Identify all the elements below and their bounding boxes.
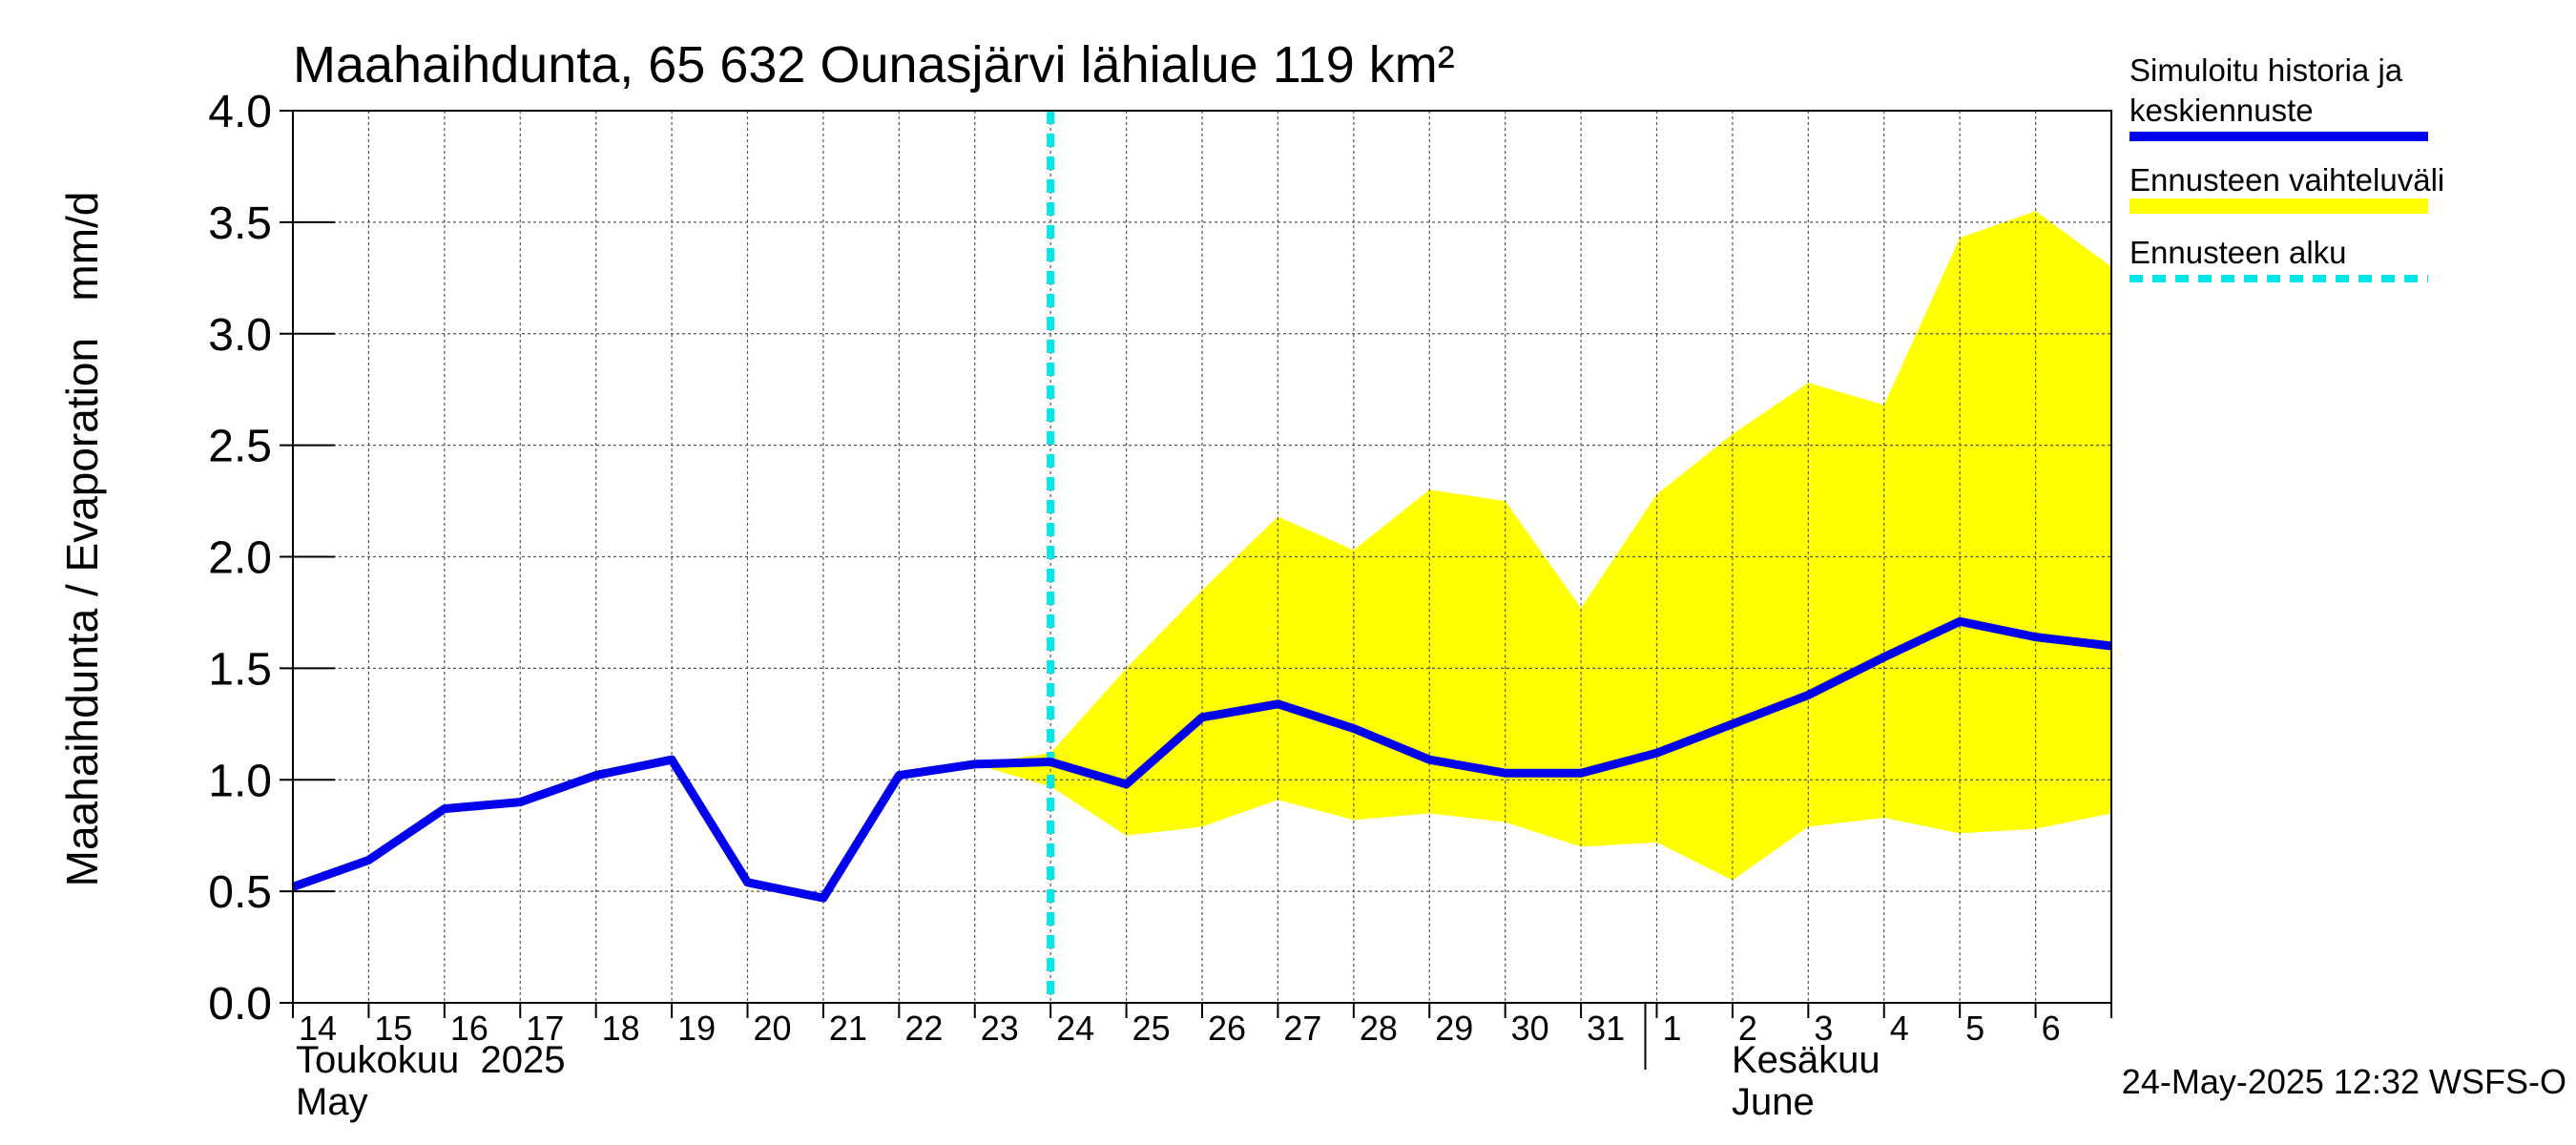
forecast-band-layer <box>974 211 2111 881</box>
x-tick-label: 1 <box>1663 1009 1682 1048</box>
x-tick-label: 20 <box>754 1009 792 1048</box>
x-tick-label: 27 <box>1283 1009 1321 1048</box>
y-tick-label: 4.0 <box>208 87 272 137</box>
x-tick-label: 29 <box>1435 1009 1473 1048</box>
y-tick-label: 0.5 <box>208 867 272 918</box>
footer-timestamp: 24-May-2025 12:32 WSFS-O <box>2122 1062 2566 1101</box>
month-label-june-en: June <box>1732 1081 1815 1123</box>
x-tick-label: 16 <box>450 1009 488 1048</box>
x-tick-label: 5 <box>1965 1009 1984 1048</box>
forecast-band <box>974 211 2111 881</box>
legend: Simuloitu historia ja keskiennuste Ennus… <box>2129 52 2444 282</box>
x-tick-label: 19 <box>677 1009 716 1048</box>
y-tick-label: 3.0 <box>208 310 272 361</box>
legend-label-band: Ennusteen vaihteluväli <box>2129 162 2444 198</box>
x-tick-label: 25 <box>1132 1009 1171 1048</box>
x-tick-label: 4 <box>1890 1009 1909 1048</box>
x-tick-label: 28 <box>1360 1009 1398 1048</box>
x-tick-label: 24 <box>1056 1009 1094 1048</box>
x-tick-label: 23 <box>981 1009 1019 1048</box>
chart-title: Maahaihdunta, 65 632 Ounasjärvi lähialue… <box>293 36 1455 94</box>
y-tick-label: 2.0 <box>208 533 272 584</box>
y-tick-label: 3.5 <box>208 198 272 249</box>
x-tick-label: 30 <box>1511 1009 1549 1048</box>
x-tick-label: 6 <box>2042 1009 2061 1048</box>
x-tick-label: 3 <box>1814 1009 1833 1048</box>
series-layer <box>291 616 2112 903</box>
x-tick-label: 14 <box>299 1009 337 1048</box>
month-label-may-fi: Toukokuu 2025 <box>296 1039 565 1081</box>
x-tick-label: 21 <box>829 1009 867 1048</box>
legend-label-history-1: Simuloitu historia ja <box>2129 52 2403 88</box>
x-axis: 14 15 16 17 18 19 20 21 22 23 24 25 26 27 28 29 30 31 1 2 3 4… <box>292 1003 2112 1070</box>
x-tick-label: 15 <box>374 1009 412 1048</box>
plot-area <box>291 110 2112 1004</box>
month-label-may-en: May <box>296 1081 368 1123</box>
x-tick-label: 22 <box>904 1009 943 1048</box>
legend-label-history-2: keskiennuste <box>2129 93 2314 128</box>
grid <box>293 111 2111 1003</box>
x-tick-label: 31 <box>1587 1009 1625 1048</box>
x-tick-label: 17 <box>526 1009 564 1048</box>
x-tick-label: 18 <box>602 1009 640 1048</box>
month-label-june-fi: Kesäkuu <box>1732 1039 1880 1081</box>
y-tick-label: 0.0 <box>208 979 272 1030</box>
legend-label-forecast-start: Ennusteen alku <box>2129 235 2347 270</box>
x-tick-label: 2 <box>1738 1009 1757 1048</box>
x-tick-label: 26 <box>1208 1009 1246 1048</box>
y-axis-label: Maahaihdunta / Evaporation mm/d <box>57 192 107 887</box>
y-tick-label: 1.0 <box>208 756 272 806</box>
y-tick-label: 1.5 <box>208 644 272 695</box>
series-line-0 <box>291 616 2112 903</box>
y-axis: 0.0 0.5 1.0 1.5 2.0 2.5 3.0 3.5 4.0 <box>208 87 335 1030</box>
month-labels: Toukokuu 2025 May Kesäkuu June <box>296 1039 1880 1123</box>
y-tick-label: 2.5 <box>208 422 272 472</box>
